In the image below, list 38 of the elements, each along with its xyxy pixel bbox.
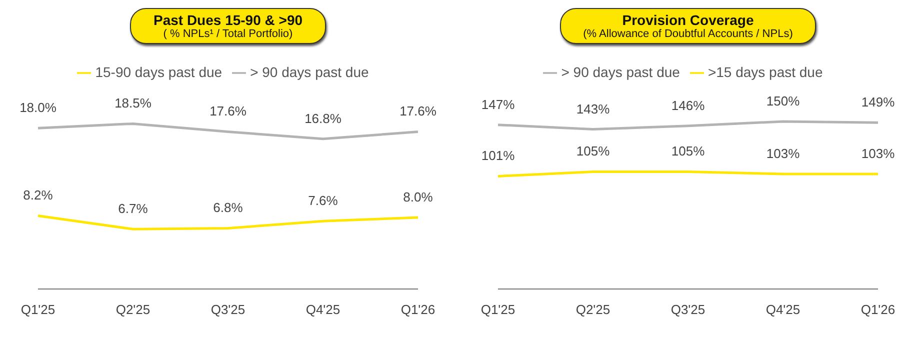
data-label: 8.2% <box>23 188 54 203</box>
chart-title: Past Dues 15-90 & >90 <box>153 12 303 28</box>
legend-label: >15 days past due <box>708 64 823 80</box>
data-label: 18.5% <box>114 96 152 111</box>
data-label: 143% <box>576 101 610 116</box>
legend-label: > 90 days past due <box>561 64 680 80</box>
data-label: 17.6% <box>210 104 247 119</box>
data-label: 18.0% <box>20 100 57 116</box>
data-label: 147% <box>481 96 516 112</box>
data-label: 16.8% <box>304 110 342 126</box>
x-tick-label: Q4'25 <box>766 302 800 318</box>
chart-title: Provision Coverage <box>621 12 755 28</box>
data-label: 150% <box>766 93 800 108</box>
x-tick-label: Q2'25 <box>576 302 610 318</box>
chart-subtitle: (% Allowance of Doubtful Accounts / NPLs) <box>583 28 793 40</box>
data-label: 101% <box>481 148 516 164</box>
x-tick-label: Q3'25 <box>210 302 246 318</box>
data-label: 8.0% <box>403 190 434 205</box>
data-label: 6.7% <box>118 201 148 216</box>
data-label: 105% <box>671 144 706 159</box>
legend-label: > 90 days past due <box>250 64 369 80</box>
data-label: 17.6% <box>400 104 437 119</box>
data-label: 103% <box>766 146 800 161</box>
data-label: 146% <box>671 98 706 113</box>
x-tick-label: Q4'25 <box>306 302 340 318</box>
data-label: 103% <box>861 146 896 161</box>
x-tick-label: Q2'25 <box>116 302 150 318</box>
x-tick-label: Q1'25 <box>480 302 516 318</box>
data-label: 149% <box>861 94 896 110</box>
data-label: 105% <box>576 144 610 159</box>
x-tick-label: Q1'26 <box>860 302 896 318</box>
legend-label: 15-90 days past due <box>95 64 222 80</box>
chart-subtitle: ( % NPLs¹ / Total Portfolio) <box>162 28 294 40</box>
data-label: 7.6% <box>308 193 338 208</box>
data-label: 6.8% <box>213 200 244 216</box>
x-tick-label: Q1'26 <box>400 302 436 318</box>
x-tick-label: Q3'25 <box>670 302 706 318</box>
x-tick-label: Q1'25 <box>20 302 56 318</box>
